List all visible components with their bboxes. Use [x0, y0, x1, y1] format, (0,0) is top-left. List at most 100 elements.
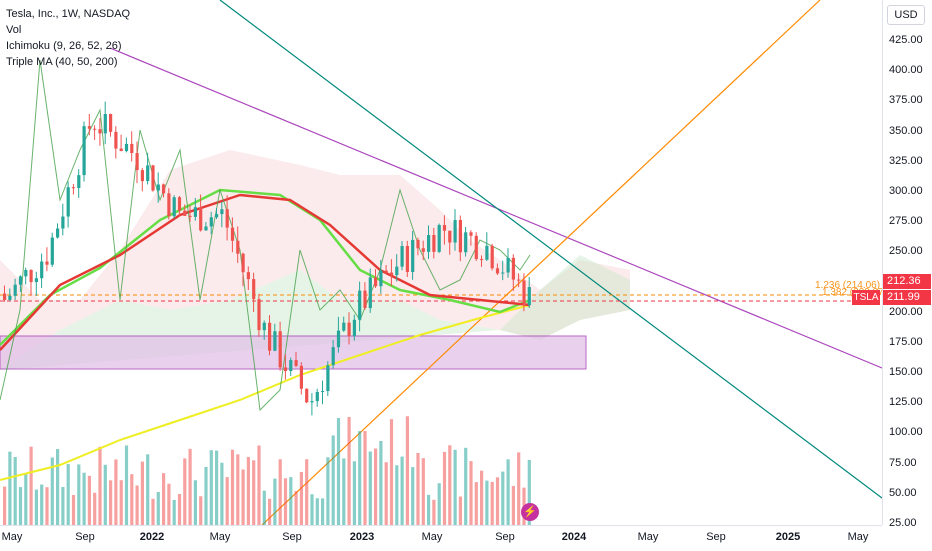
- volume-bar: [506, 459, 510, 525]
- candle-body: [522, 280, 526, 306]
- volume-bar: [124, 445, 129, 525]
- lightning-icon[interactable]: ⚡: [521, 503, 539, 521]
- fib-label-1: 1.236 (214.06): [815, 280, 881, 291]
- candle-body: [395, 266, 399, 276]
- price-tick-label: 125.00: [889, 396, 923, 409]
- volume-bar: [384, 462, 388, 525]
- candle-body: [40, 261, 44, 279]
- candle-body: [442, 225, 447, 231]
- time-tick-label: 2022: [139, 531, 165, 543]
- candle-body: [326, 365, 330, 392]
- volume-bar: [495, 477, 500, 525]
- candle-body: [421, 248, 425, 252]
- candle-body: [352, 319, 356, 336]
- candle-body: [156, 184, 160, 191]
- volume-bar: [230, 449, 235, 525]
- time-tick-label: May: [209, 531, 231, 543]
- candle-body: [45, 261, 49, 265]
- volume-bar: [8, 451, 12, 525]
- candle-body: [363, 290, 367, 309]
- candle-body: [257, 299, 261, 331]
- moving-averages: [0, 59, 531, 481]
- ichimoku-indicator-label[interactable]: Ichimoku (9, 26, 52, 26): [6, 40, 122, 52]
- candle-body: [114, 131, 118, 149]
- volume-bar: [204, 466, 208, 525]
- volume-bar: [453, 449, 457, 525]
- chart-area[interactable]: Tesla, Inc., 1W, NASDAQ Vol Ichimoku (9,…: [0, 0, 882, 525]
- volume-bar: [220, 462, 224, 525]
- candle-body: [252, 279, 256, 300]
- candle-body: [347, 322, 351, 336]
- volume-bar: [87, 475, 91, 525]
- candle-body: [220, 209, 224, 215]
- candle-body: [437, 225, 441, 252]
- candle-body: [167, 193, 171, 217]
- volume-bar: [395, 465, 399, 525]
- candle-body: [151, 165, 155, 191]
- price-axis[interactable]: 425.00 400.00 375.00 350.00 325.00 300.00 275.…: [882, 0, 932, 529]
- candle-body: [66, 187, 70, 217]
- vol-indicator-label[interactable]: Vol: [6, 24, 22, 36]
- candle-body: [527, 287, 531, 306]
- candle-body: [411, 239, 415, 272]
- symbol-title[interactable]: Tesla, Inc., 1W, NASDAQ: [6, 8, 131, 20]
- symbol-price-label: TSLA: [852, 290, 880, 305]
- candle-body: [130, 143, 134, 154]
- candle-body: [98, 129, 102, 134]
- candle-body: [177, 197, 182, 211]
- candle-body: [427, 235, 431, 252]
- volume-bar: [109, 480, 113, 525]
- currency-button[interactable]: USD: [887, 5, 925, 25]
- volume-bar: [262, 490, 266, 525]
- volume-bar: [13, 457, 17, 525]
- volume-bar: [225, 477, 229, 525]
- price-tick-label: 150.00: [889, 366, 923, 379]
- volume-bar: [437, 483, 441, 525]
- volume-bar: [193, 480, 197, 525]
- highlight-rectangle: [0, 335, 587, 370]
- candle-body: [29, 269, 33, 283]
- volume-bar: [511, 485, 515, 525]
- candle-body: [374, 277, 378, 287]
- candle-body: [321, 391, 325, 393]
- volume-bar: [50, 457, 54, 525]
- volume-bar: [283, 478, 288, 525]
- volume-bar: [527, 459, 531, 525]
- volume-bar: [140, 461, 144, 525]
- volume-bar: [18, 487, 23, 525]
- volume-bar: [252, 460, 256, 525]
- price-tick-label: 175.00: [889, 335, 923, 348]
- volume-bar: [146, 454, 150, 525]
- price-tick-label: 325.00: [889, 154, 923, 167]
- volume-bar: [374, 448, 378, 525]
- volume-bar: [321, 498, 325, 525]
- volume-bar: [432, 499, 436, 525]
- volume-bar: [310, 494, 314, 525]
- candle-body: [268, 322, 272, 351]
- volume-bar: [215, 450, 219, 525]
- volume-bar: [289, 477, 293, 525]
- candle-body: [453, 220, 457, 243]
- candle-body: [511, 257, 515, 280]
- volume-bar: [66, 464, 70, 525]
- volume-bar: [352, 461, 356, 525]
- volume-bar: [246, 456, 250, 525]
- candle-body: [299, 365, 303, 389]
- candle-body: [225, 209, 229, 228]
- candle-body: [278, 331, 282, 368]
- candle-body: [82, 126, 86, 176]
- price-tick-label: 275.00: [889, 215, 923, 228]
- triple-ma-indicator-label[interactable]: Triple MA (40, 50, 200): [6, 56, 118, 68]
- volume-bar: [103, 464, 107, 525]
- volume-bar: [411, 467, 415, 525]
- candle-body: [199, 207, 203, 231]
- price-chart[interactable]: [0, 0, 882, 525]
- candle-body: [162, 184, 166, 194]
- time-axis[interactable]: May Sep 2022 May Sep 2023 May Sep 2024 May Sep 2025…: [0, 525, 882, 551]
- volume-bar: [368, 451, 372, 525]
- volume-bar: [29, 446, 33, 525]
- candle-body: [490, 245, 494, 269]
- volume-bar: [480, 470, 484, 525]
- chikou-span: [0, 59, 531, 412]
- candle-body: [61, 216, 65, 229]
